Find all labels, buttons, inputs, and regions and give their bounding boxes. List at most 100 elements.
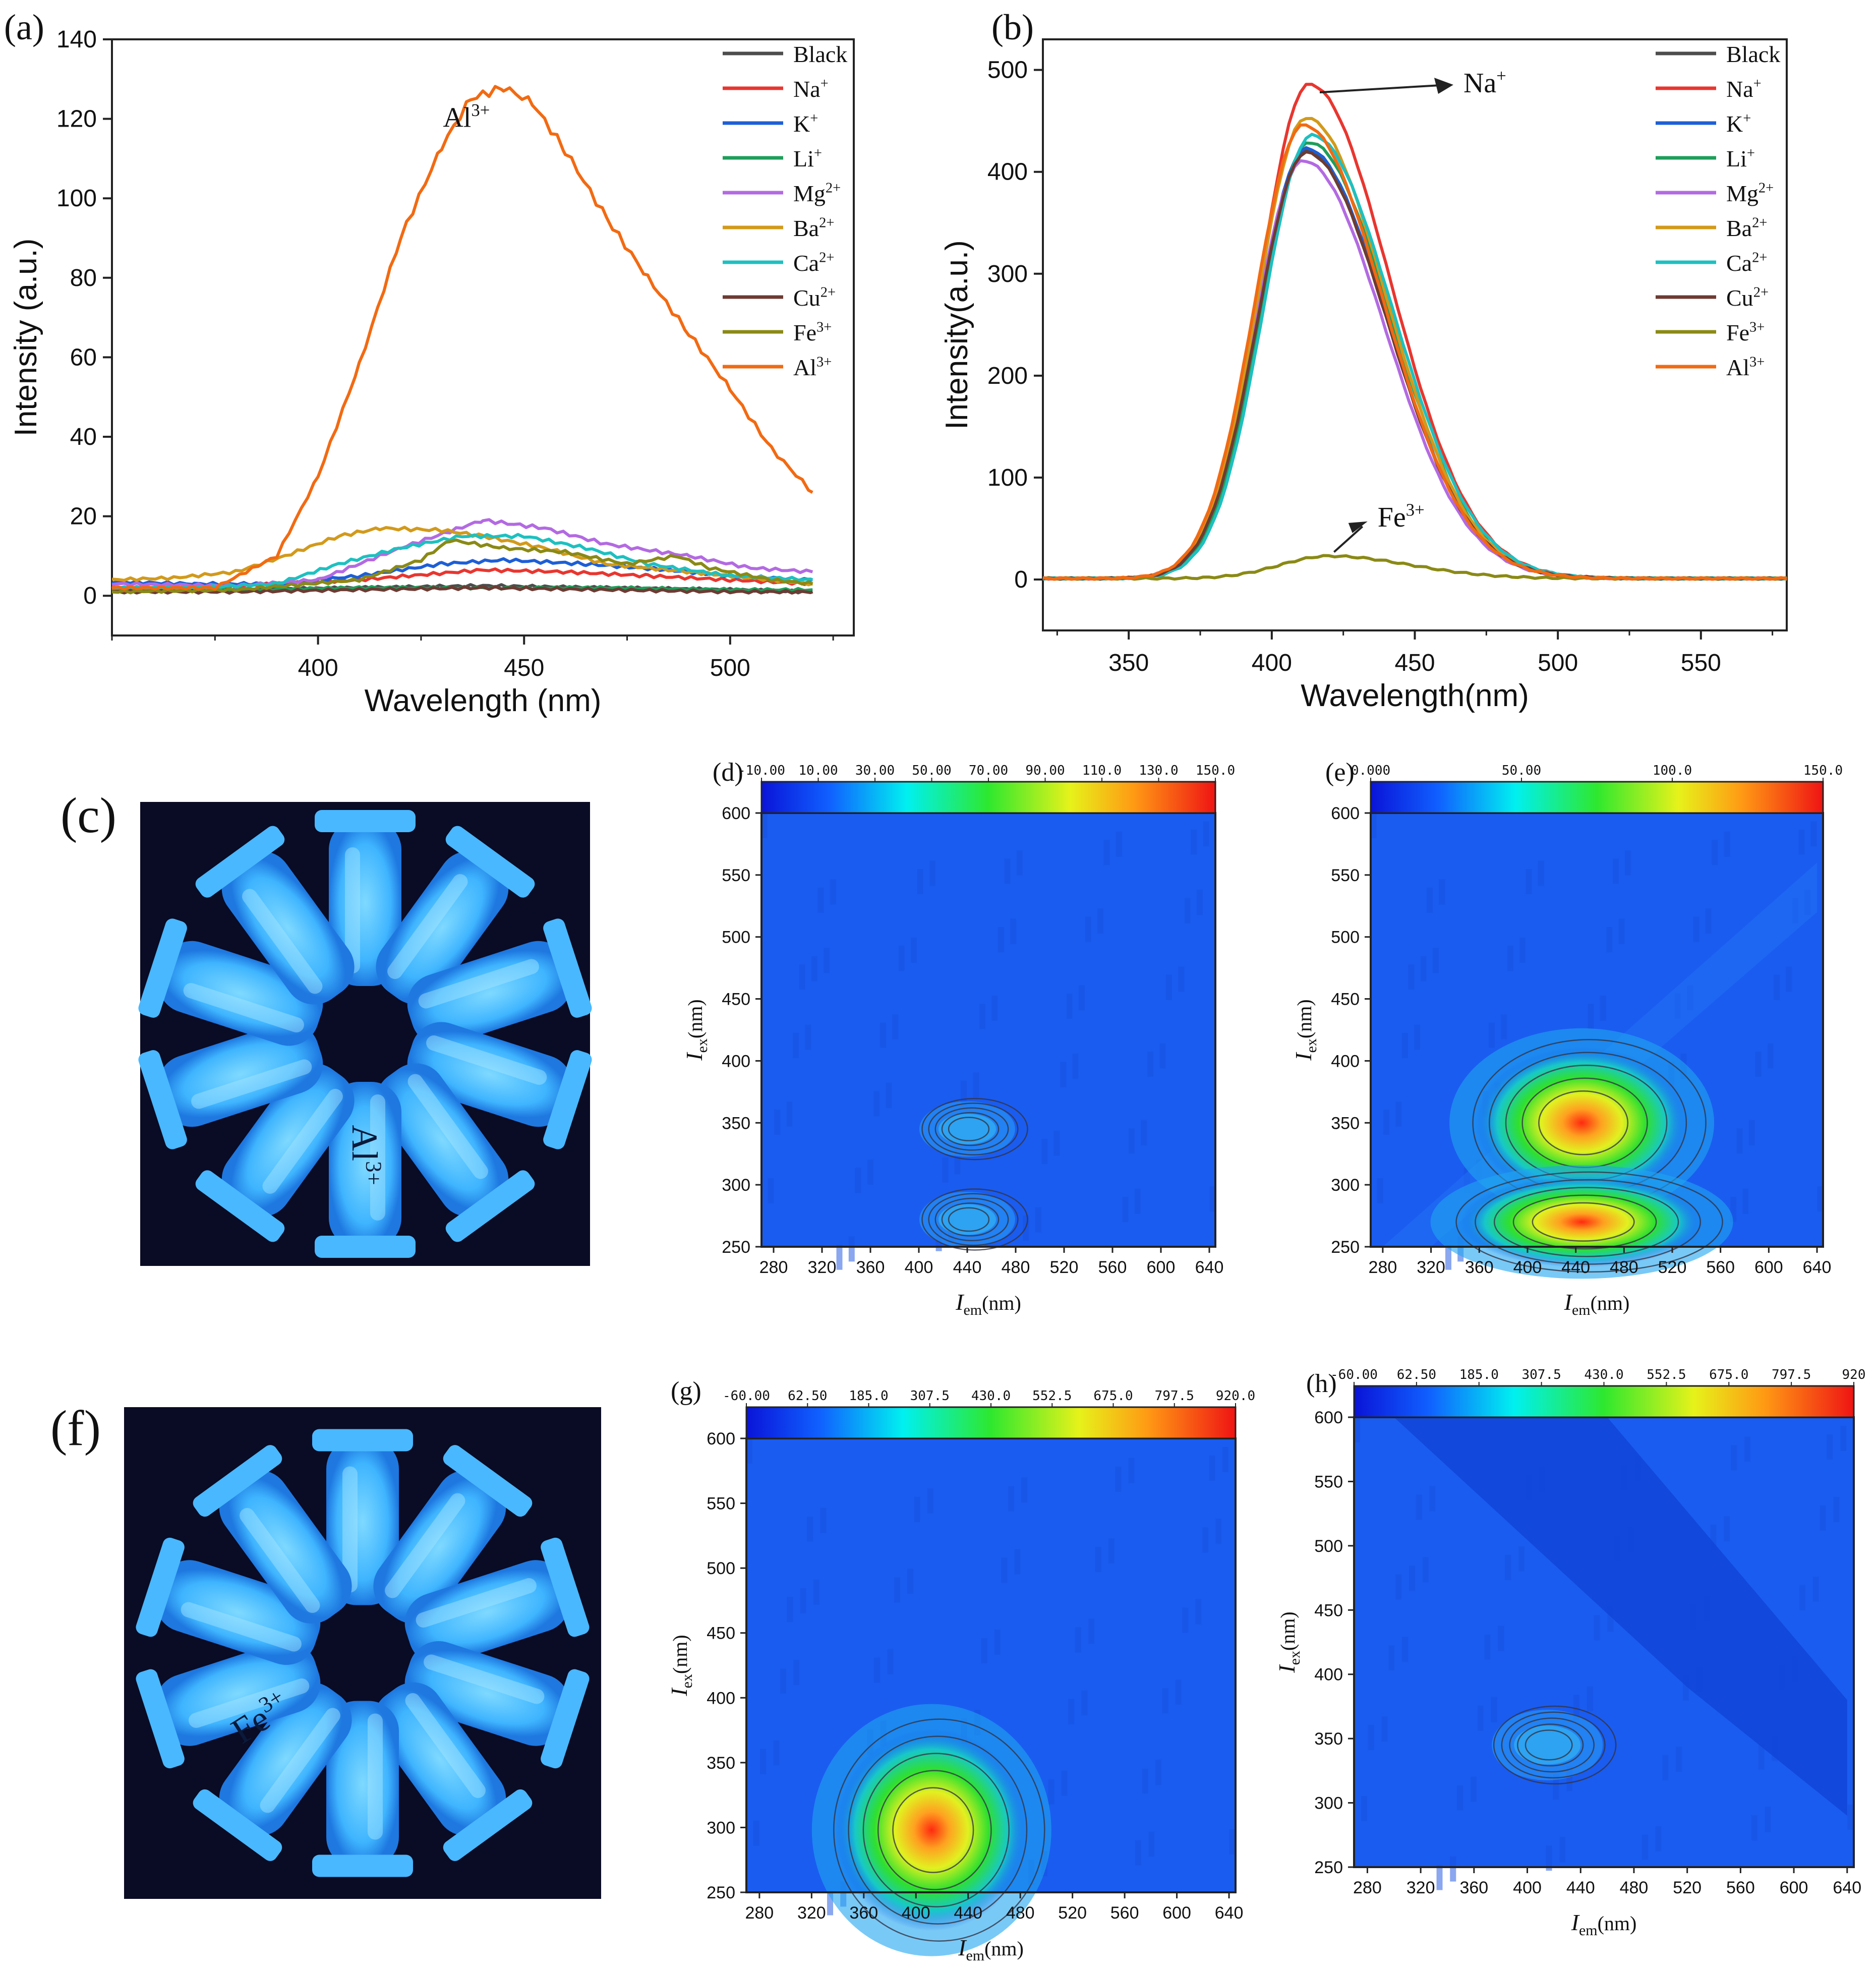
tube [315, 810, 416, 986]
legend-label-base: Al [1726, 355, 1749, 380]
noise-streak [1115, 1466, 1122, 1492]
x-axis-label-base: I [955, 1289, 965, 1315]
noise-streak [855, 1168, 861, 1193]
panel-letter: (e) [1325, 758, 1355, 787]
noise-streak [1354, 1417, 1360, 1442]
noise-streak [1048, 1779, 1054, 1805]
legend-label: Na+ [793, 76, 829, 102]
colorbar-tick-label: 150.0 [1196, 763, 1235, 778]
y-tick-label: 550 [1314, 1472, 1343, 1491]
peak-annotation-al: Al3+ [443, 100, 490, 133]
legend-label: Fe3+ [1726, 320, 1765, 345]
legend-label-base: Li [1726, 146, 1747, 171]
annotation-arrowhead [1434, 78, 1453, 94]
y-axis-label: Iex(nm) [666, 1635, 695, 1696]
y-tick-label: 40 [70, 424, 97, 450]
contour-line [1525, 1729, 1573, 1761]
colorbar-tick-label: 920.0 [1216, 1388, 1255, 1404]
tube-cap [136, 1669, 185, 1769]
colorbar-tick-label: 50.00 [1502, 763, 1541, 778]
x-axis-label: Iem(nm) [1564, 1289, 1630, 1318]
colorbar-tick-label: 430.0 [971, 1388, 1011, 1404]
x-tick-label: 500 [1538, 650, 1578, 676]
y-axis-label-base: I [681, 1052, 707, 1061]
tube-body [329, 1082, 401, 1248]
x-tick-label: 350 [1108, 650, 1149, 676]
tube-highlight [345, 847, 360, 973]
tube-body [407, 941, 572, 1046]
noise-streak [1416, 1494, 1422, 1520]
contour-line [1493, 1187, 1679, 1257]
colorbar-tick-label: 552.5 [1647, 1367, 1686, 1382]
plot-frame [1042, 38, 1788, 631]
colorbar-tick-label: -10.00 [738, 763, 785, 778]
noise-streak [793, 1660, 800, 1686]
noise-streak [793, 1033, 799, 1059]
y-tick-label: 450 [1314, 1601, 1343, 1620]
y-tick-label: 350 [722, 1114, 750, 1133]
noise-streak [1573, 1695, 1580, 1720]
noise-streak [817, 887, 824, 913]
colorbar-tick-label: 797.5 [1155, 1388, 1194, 1404]
contour-line [833, 1718, 1045, 1942]
noise-streak [811, 956, 817, 981]
tube-highlight [385, 1493, 465, 1598]
heatmap-d: -10.00 10.00 30.00 50.00 70.00 90.00 110.0 130.… [681, 763, 1235, 1318]
noise-streak [1095, 1547, 1101, 1573]
tube [312, 1701, 413, 1877]
tube-highlight [342, 1466, 358, 1593]
legend-label: Black [793, 41, 847, 67]
noise-streak [1108, 1538, 1115, 1563]
noise-streak [1847, 1805, 1854, 1830]
legend-label-base: K [1726, 111, 1743, 137]
x-tick-label: 480 [1620, 1878, 1649, 1897]
noise-streak [1197, 890, 1203, 915]
y-axis-label: Intensity(a.u.) [940, 240, 974, 430]
scatter-band [1394, 1417, 1847, 1816]
noise-streak [1097, 908, 1103, 934]
peak-annotation-fe: Fe3+ [1378, 500, 1425, 533]
y-tick-label: 550 [1331, 866, 1360, 885]
legend-label: Al3+ [793, 355, 832, 380]
contour-line [848, 1735, 1028, 1925]
legend-label: K+ [793, 111, 818, 137]
tube-highlight [240, 1508, 320, 1613]
noise-streak [867, 1160, 873, 1185]
y-axis-label-sub: ex [1303, 1038, 1320, 1053]
tube-body [158, 941, 323, 1046]
tube-cap [136, 1537, 185, 1637]
tube-body [155, 1641, 321, 1746]
tube [373, 1445, 533, 1624]
x-axis-label: Wavelength(nm) [1301, 678, 1529, 713]
tube [312, 1429, 413, 1605]
noise-streak [1518, 1546, 1525, 1572]
legend-label-sup: 2+ [1752, 250, 1767, 266]
noise-streak [1553, 1774, 1559, 1800]
y-tick-label: 400 [722, 1052, 750, 1071]
noise-streak [1147, 1052, 1153, 1077]
y-axis-label: Iex(nm) [1274, 1611, 1303, 1673]
tube-cap [543, 1050, 592, 1149]
colorbar-tick-label: 100.0 [1653, 763, 1692, 778]
tube-cap [445, 1170, 535, 1242]
x-tick-label: 640 [1833, 1878, 1861, 1897]
annotation-arrow [1333, 526, 1364, 553]
tube-cap [443, 1445, 533, 1517]
heatmap-g: -60.00 62.50 185.0 307.5 430.0 552.5 675.0 797.… [666, 1388, 1255, 1964]
y-tick-label: 600 [1314, 1408, 1343, 1427]
noise-streak [1840, 1425, 1847, 1451]
legend-label: K+ [1726, 111, 1751, 137]
colorbar-tick-label: 150.0 [1803, 763, 1843, 778]
tube-cap [541, 1537, 590, 1637]
noise-streak [1546, 1845, 1552, 1871]
noise-streak [1075, 1627, 1081, 1653]
noise-streak [1642, 1834, 1648, 1860]
tube [373, 1682, 533, 1861]
noise-streak [1767, 1043, 1774, 1069]
colorbar-tick-label: 30.00 [855, 763, 895, 778]
noise-streak [760, 1749, 767, 1774]
noise-streak [836, 1244, 843, 1270]
noise-streak [1008, 1486, 1014, 1512]
y-tick-label: 350 [1331, 1114, 1360, 1133]
